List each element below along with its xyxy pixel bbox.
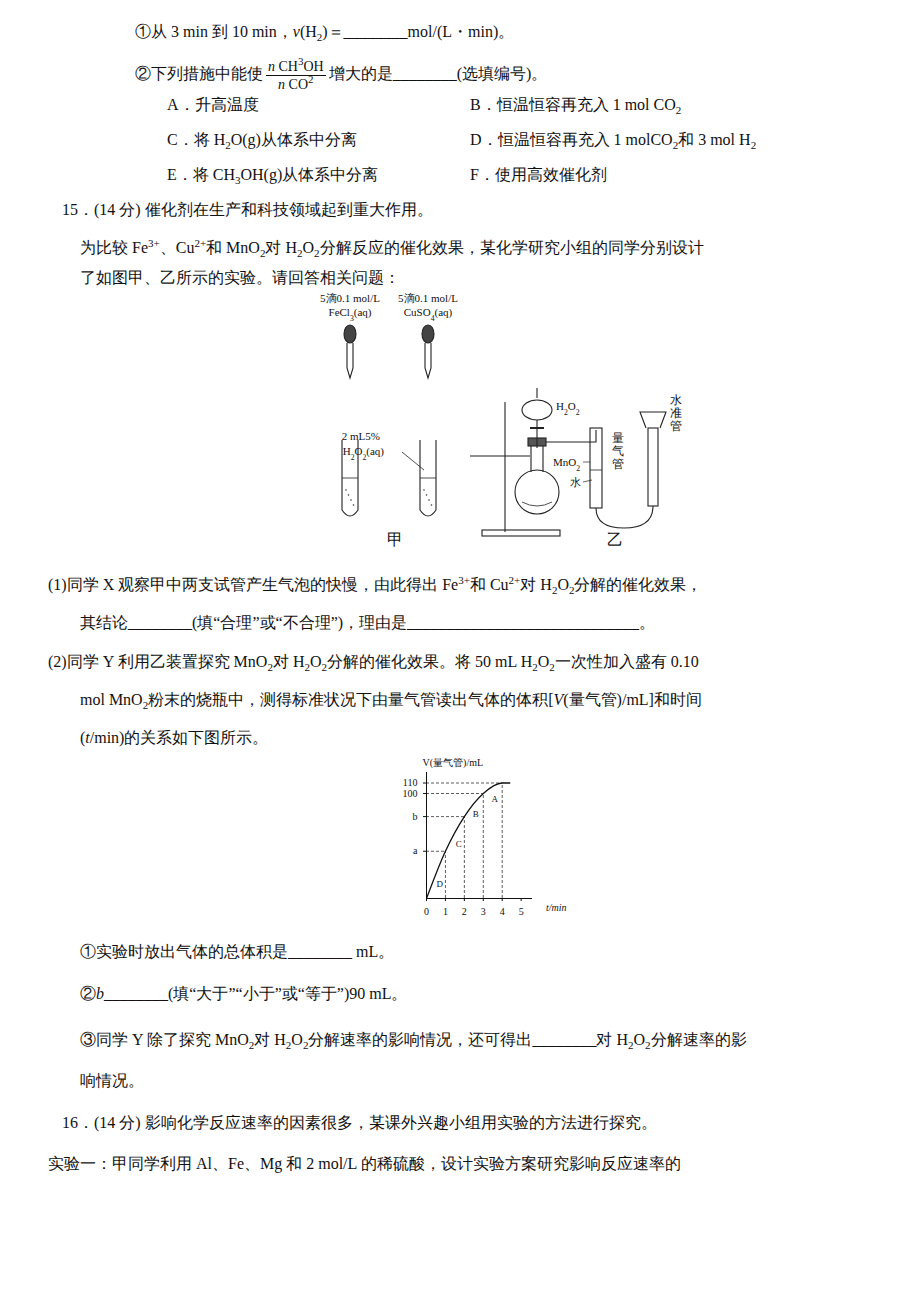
html-text:实验一：甲同学利用 Al、Fe、Mg 和 2 mol/L 的: 实验一：甲同学利用 Al、Fe、Mg 和 2 mol/L 的稀硫酸，设计实验方案… [48,1155,681,1172]
svg-text:5滴0.1 mol/L: 5滴0.1 mol/L [320,292,380,304]
svg-text:管: 管 [612,457,624,471]
html-text:B．恒温恒容再充入 1 mol CO2: B．恒温恒容再充入 1 mol CO2 [470,96,682,117]
svg-text:a: a [413,845,418,856]
svg-text:2 mL5%: 2 mL5% [342,430,380,442]
svg-text:5滴0.1 mol/L: 5滴0.1 mol/L [398,292,458,304]
html-text:mol MnO2粉末的烧瓶中，测得标准状况下由量气管读出气体: mol MnO2粉末的烧瓶中，测得标准状况下由量气管读出气体的体积[V (量气管… [80,691,702,712]
svg-text:b: b [413,811,418,822]
html-text:16．(14 分) 影响化学反应速率的因素很多，某课外兴趣小: 16．(14 分) 影响化学反应速率的因素很多，某课外兴趣小组用实验的方法进行探… [62,1114,657,1131]
svg-text:0: 0 [424,906,429,917]
html-text:E．将 CH3OH(g)从体系中分离: E．将 CH3OH(g)从体系中分离 [167,166,379,187]
svg-text:5: 5 [519,906,524,917]
svg-text:量: 量 [612,431,624,445]
svg-text:CuSO4(aq): CuSO4(aq) [404,306,453,323]
html-text:n CO2: n CO2 [278,73,314,92]
html-text:增大的是________(选填编号)。: 增大的是________(选填编号)。 [328,65,548,83]
html-text:F．使用高效催化剂: F．使用高效催化剂 [470,166,607,183]
svg-text:A: A [491,794,498,804]
svg-text:110: 110 [403,777,418,788]
svg-text:乙: 乙 [607,531,623,548]
svg-text:H2O2(aq): H2O2(aq) [343,445,385,462]
html-text:①实验时放出气体的总体积是________ mL。: ①实验时放出气体的总体积是________ mL。 [80,943,395,960]
svg-text:t/min: t/min [546,902,567,913]
html-text:② b ________(填“大于”“小于”或“等于”)90: ② b ________(填“大于”“小于”或“等于”)90 mL。 [80,985,408,1002]
svg-text:气: 气 [612,444,624,458]
html-text:D．恒温恒容再充入 1 molCO2和 3 mol H2: D．恒温恒容再充入 1 molCO2和 3 mol H2 [470,131,757,152]
svg-text:准: 准 [670,406,682,420]
html-text:C．将 H2O(g)从体系中分离: C．将 H2O(g)从体系中分离 [167,131,357,152]
html-text:③同学 Y 除了探究 MnO2对 H2O2分解速率的影响情况: ③同学 Y 除了探究 MnO2对 H2O2分解速率的影响情况，还可得出_____… [80,1031,747,1052]
html-text:(1)同学 X 观察甲中两支试管产生气泡的快慢，由此得出 F: (1)同学 X 观察甲中两支试管产生气泡的快慢，由此得出 Fe3+和 Cu2+对… [48,573,703,597]
html-text:为比较 Fe3+、Cu2+和 MnO2对 H2O2分解反应的: 为比较 Fe3+、Cu2+和 MnO2对 H2O2分解反应的催化效果，某化学研究… [80,236,704,260]
html-text:了如图甲、乙所示的实验。请回答相关问题：: 了如图甲、乙所示的实验。请回答相关问题： [80,269,400,286]
html-text:响情况。: 响情况。 [80,1072,144,1089]
html-text:①从 3 min 到 10 min，v (H2)＝_____: ①从 3 min 到 10 min，v (H2)＝________mol/(L・… [135,23,515,44]
svg-text:3: 3 [481,906,486,917]
svg-text:1: 1 [443,906,448,917]
html-text:(2)同学 Y 利用乙装置探究 MnO2对 H2O2分解的催: (2)同学 Y 利用乙装置探究 MnO2对 H2O2分解的催化效果。将 50 m… [48,653,699,674]
svg-text:C: C [456,839,462,849]
html-text:其结论________(填“合理”或“不合理”)，理由是__: 其结论________(填“合理”或“不合理”)，理由是____________… [80,614,656,631]
svg-text:4: 4 [500,906,505,917]
svg-text:水: 水 [570,476,581,488]
html-text:②下列措施中能使 n CH3OH: ②下列措施中能使 n CH3OH [135,55,324,83]
svg-text:100: 100 [403,788,418,799]
svg-text:D: D [437,879,444,889]
svg-text:V(量气管)/mL: V(量气管)/mL [423,757,484,769]
svg-text:MnO2: MnO2 [553,456,580,473]
html-text:A．升高温度: A．升高温度 [167,96,259,113]
html-text:(t /min)的关系如下图所示。: (t /min)的关系如下图所示。 [80,729,269,746]
svg-text:管: 管 [670,419,682,433]
html-text:15．(14 分) 催化剂在生产和科技领域起到重大作用。: 15．(14 分) 催化剂在生产和科技领域起到重大作用。 [62,201,433,218]
svg-text:H2O2: H2O2 [556,400,580,417]
svg-text:甲: 甲 [387,531,403,548]
svg-text:2: 2 [462,906,467,917]
svg-text:水: 水 [670,393,682,407]
svg-text:FeCl3(aq): FeCl3(aq) [329,306,372,323]
svg-text:B: B [473,809,479,819]
